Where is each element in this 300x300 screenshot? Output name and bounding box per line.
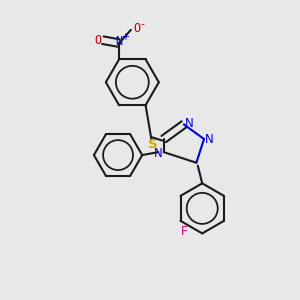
Text: O: O — [133, 22, 140, 35]
Text: +: + — [121, 32, 129, 42]
Text: N: N — [205, 133, 214, 146]
Text: -: - — [140, 20, 144, 30]
Text: S: S — [148, 139, 158, 152]
Text: F: F — [181, 225, 187, 238]
Text: O: O — [94, 34, 101, 47]
Text: N: N — [153, 147, 162, 160]
Text: N: N — [185, 117, 194, 130]
Text: N: N — [116, 35, 123, 48]
